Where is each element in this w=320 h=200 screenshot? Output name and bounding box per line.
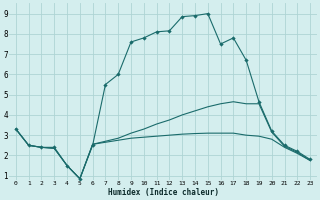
X-axis label: Humidex (Indice chaleur): Humidex (Indice chaleur) bbox=[108, 188, 219, 197]
